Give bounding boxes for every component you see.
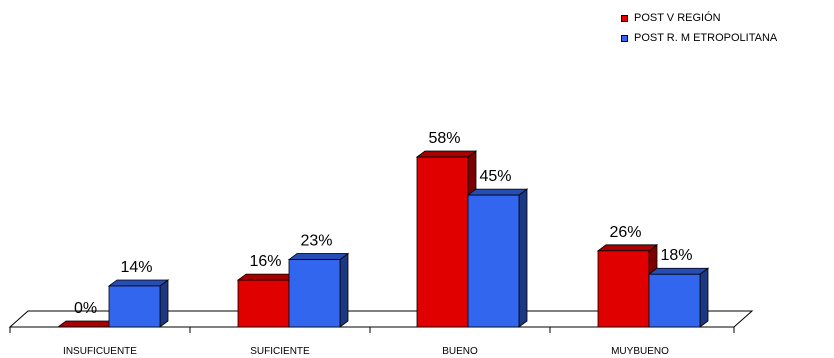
data-label-2-suficiente: 23% xyxy=(300,233,332,250)
x-label-muybueno: MUYBUENO xyxy=(611,346,669,357)
legend: POST V REGIÓN POST R. M ETROPOLITANA xyxy=(621,8,777,48)
bar-2-insuficuente xyxy=(107,279,170,328)
data-label-1-bueno: 58% xyxy=(428,130,460,147)
legend-swatch-series-2 xyxy=(621,34,628,42)
legend-label-series-2: POST R. M ETROPOLITANA xyxy=(634,32,778,44)
bar-2-muybueno xyxy=(647,267,710,328)
x-axis-labels: INSUFICUENTE SUFICIENTE BUENO MUYBUENO xyxy=(63,346,669,357)
legend-swatch-series-1 xyxy=(621,14,628,22)
bar-1-insuficuente xyxy=(56,320,119,328)
bar-top xyxy=(596,244,659,252)
x-label-suficiente: SUFICIENTE xyxy=(250,346,310,357)
x-label-bueno: BUENO xyxy=(442,346,478,357)
data-label-2-muybueno: 18% xyxy=(660,247,692,264)
bar-top xyxy=(415,150,478,158)
bar-top xyxy=(236,273,299,281)
bar-side xyxy=(159,279,169,328)
bar-front xyxy=(648,273,701,328)
data-label-1-suficiente: 16% xyxy=(249,253,281,270)
bar-front xyxy=(416,156,469,328)
bar-front xyxy=(108,285,161,328)
data-label-2-insuficuente: 14% xyxy=(120,259,152,276)
bars-group: 0% 14% 16% 23% 58% 45% 26% 18% xyxy=(56,130,710,328)
bar-front xyxy=(288,259,341,328)
legend-item-series-2: POST R. M ETROPOLITANA xyxy=(621,28,777,48)
x-label-insuficuente: INSUFICUENTE xyxy=(63,346,137,357)
bar-top xyxy=(287,253,350,260)
bar-top xyxy=(56,320,119,328)
bar-side xyxy=(699,267,709,328)
data-label-1-muybueno: 26% xyxy=(609,224,641,241)
bar-front xyxy=(597,250,650,328)
legend-label-series-1: POST V REGIÓN xyxy=(634,12,721,24)
bar-1-bueno xyxy=(415,150,478,328)
bar-top xyxy=(647,267,710,275)
bar-side xyxy=(518,188,528,328)
bar-top xyxy=(107,279,170,287)
bar-front xyxy=(467,194,520,328)
bar-2-bueno xyxy=(466,188,529,328)
bar-top xyxy=(466,188,529,196)
data-label-2-bueno: 45% xyxy=(479,168,511,185)
bar-2-suficiente xyxy=(287,252,350,328)
bar-front xyxy=(237,279,290,328)
bar-1-muybueno xyxy=(596,243,659,328)
bar-1-suficiente xyxy=(236,273,299,328)
legend-item-series-1: POST V REGIÓN xyxy=(621,8,777,28)
bar-side xyxy=(339,252,349,328)
data-label-1-insuficuente: 0% xyxy=(74,300,97,317)
